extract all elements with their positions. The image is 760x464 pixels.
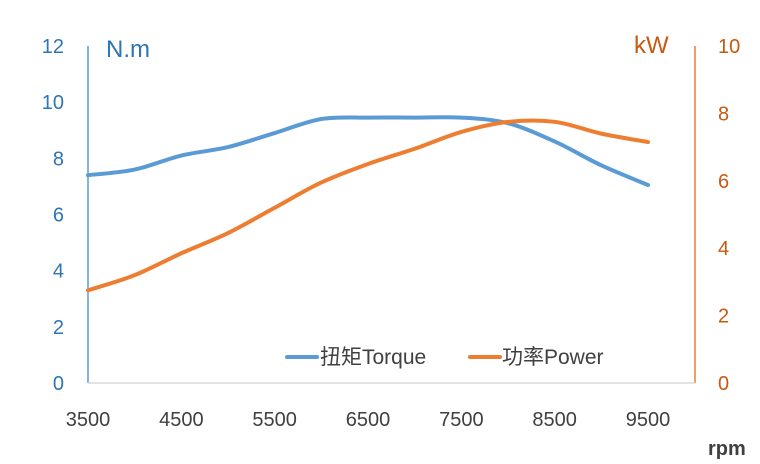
x-tick-label: 6500 <box>346 409 391 431</box>
right-tick-label: 2 <box>718 306 729 328</box>
right-tick-label: 0 <box>718 373 729 395</box>
right-axis-unit: kW <box>634 32 669 59</box>
legend-label-torque: 扭矩Torque <box>320 346 426 369</box>
torque-series-line <box>86 115 650 188</box>
right-tick-label: 6 <box>718 171 729 193</box>
left-tick-label: 6 <box>53 205 64 227</box>
x-tick-label: 8500 <box>532 409 577 431</box>
right-tick-label: 8 <box>718 103 729 125</box>
axes <box>87 46 696 384</box>
right-tick-label: 10 <box>718 36 740 58</box>
left-axis-ticks: 0 2 4 6 8 10 12 <box>42 36 64 395</box>
series-lines <box>86 115 650 293</box>
right-axis-ticks: 0 2 4 6 8 10 <box>718 36 740 395</box>
left-tick-label: 8 <box>53 148 64 170</box>
x-tick-label: 4500 <box>159 409 204 431</box>
x-tick-label: 5500 <box>252 409 297 431</box>
x-tick-label: 9500 <box>626 409 671 431</box>
left-tick-label: 4 <box>53 261 64 283</box>
x-tick-label: 3500 <box>66 409 111 431</box>
left-tick-label: 10 <box>42 92 64 114</box>
legend: 扭矩Torque 功率Power <box>285 346 604 369</box>
right-tick-label: 4 <box>718 238 729 260</box>
power-series-line <box>86 118 650 293</box>
left-axis-unit: N.m <box>106 36 150 63</box>
x-axis-ticks: 3500 4500 5500 6500 7500 8500 9500 <box>66 409 671 431</box>
legend-label-power: 功率Power <box>502 346 604 369</box>
x-tick-label: 7500 <box>439 409 484 431</box>
x-axis-unit: rpm <box>708 438 746 460</box>
left-tick-label: 0 <box>53 373 64 395</box>
left-tick-label: 2 <box>53 317 64 339</box>
left-tick-label: 12 <box>42 36 64 58</box>
